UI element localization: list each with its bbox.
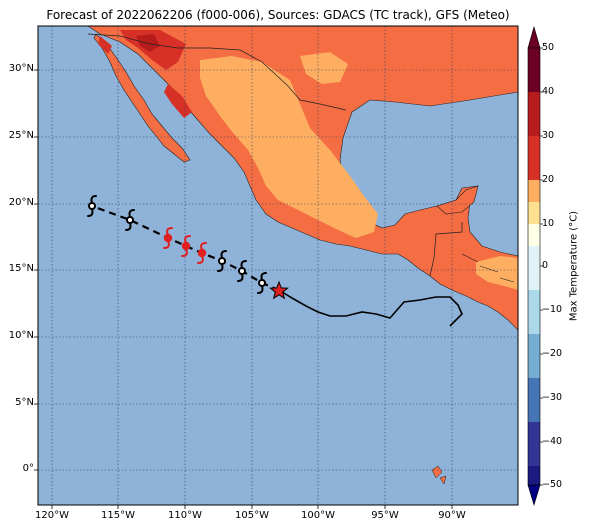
colorbar-frame (527, 47, 541, 486)
hurricane-symbol (181, 235, 191, 257)
border-mexico-guatemala (429, 222, 463, 277)
lat-label: 20°N (8, 197, 34, 208)
tropical-depression-symbol (87, 195, 97, 217)
colorbar-tick-label: 10 (542, 218, 555, 229)
lat-label: 15°N (8, 263, 34, 274)
land-warm-northeast (300, 52, 348, 84)
past-track-line (278, 289, 463, 327)
colorbar-segment (528, 422, 540, 466)
colorbar-tick-label: −40 (542, 436, 563, 447)
tick-marks (34, 69, 453, 509)
graticule (38, 26, 518, 505)
lon-label: 100°W (301, 510, 335, 521)
lon-label: 105°W (235, 510, 269, 521)
hurricane-symbol (163, 227, 173, 249)
colorbar-tick-label: −10 (542, 304, 563, 315)
colorbar-segment (528, 92, 540, 136)
colorbar-max-extension (527, 25, 541, 49)
colorbar-segment (528, 224, 540, 246)
land-yucatan (436, 185, 479, 215)
border-us-mexico (87, 33, 347, 111)
colorbar-segment (528, 136, 540, 180)
map-frame (37, 25, 519, 506)
lat-label: 25°N (8, 130, 34, 141)
colorbar-min-extension (527, 484, 541, 507)
map-title: Forecast of 2022062206 (f000-006), Sourc… (46, 8, 510, 22)
colorbar-segment (528, 290, 540, 334)
colorbar (527, 25, 543, 507)
land-galapagos (431, 465, 447, 485)
tropical-storm-symbol (217, 250, 227, 272)
tropical-storm-symbol (237, 260, 247, 282)
colorbar-segment (528, 334, 540, 378)
colorbar-tick-label: 20 (542, 174, 555, 185)
colorbar-tick-label: −20 (542, 348, 563, 359)
lat-label: 30°N (8, 63, 34, 74)
land-very-hot-sinaloa (164, 84, 192, 118)
colorbar-tick-label: 30 (542, 130, 555, 141)
storm-symbols (87, 195, 267, 294)
lon-label: 110°W (168, 510, 202, 521)
colorbar-segment (528, 466, 540, 485)
colorbar-segment (528, 48, 540, 92)
colorbar-title: Max Temperature (°C) (568, 210, 580, 322)
lat-label: 10°N (8, 330, 34, 341)
colorbar-segment (528, 246, 540, 290)
colorbar-tick-label: 0 (542, 260, 549, 271)
lon-label: 115°W (101, 510, 135, 521)
lon-label: 95°W (371, 510, 399, 521)
lon-label: 120°W (35, 510, 69, 521)
colorbar-segment (528, 180, 540, 202)
land-extreme-sonora (136, 34, 160, 52)
hurricane-symbol (197, 242, 207, 264)
lat-label: 0° (22, 463, 34, 474)
colorbar-tick-label: −50 (542, 479, 563, 490)
land-warm-plateau (200, 56, 378, 238)
tropical-depression-symbol (125, 209, 135, 231)
land-very-hot-baja (98, 36, 112, 54)
colorbar-segment (528, 378, 540, 422)
border-central-america (461, 253, 515, 283)
lat-label: 5°N (15, 397, 34, 408)
current-position-star (269, 280, 289, 300)
tropical-storm-symbol (257, 272, 267, 294)
lon-label: 90°W (438, 510, 466, 521)
colorbar-tick-label: −30 (542, 392, 563, 403)
colorbar-tick-label: 50 (542, 42, 555, 53)
colorbar-segment (528, 202, 540, 224)
colorbar-tick-label: 40 (542, 86, 555, 97)
land-warm-southeast (476, 256, 518, 290)
